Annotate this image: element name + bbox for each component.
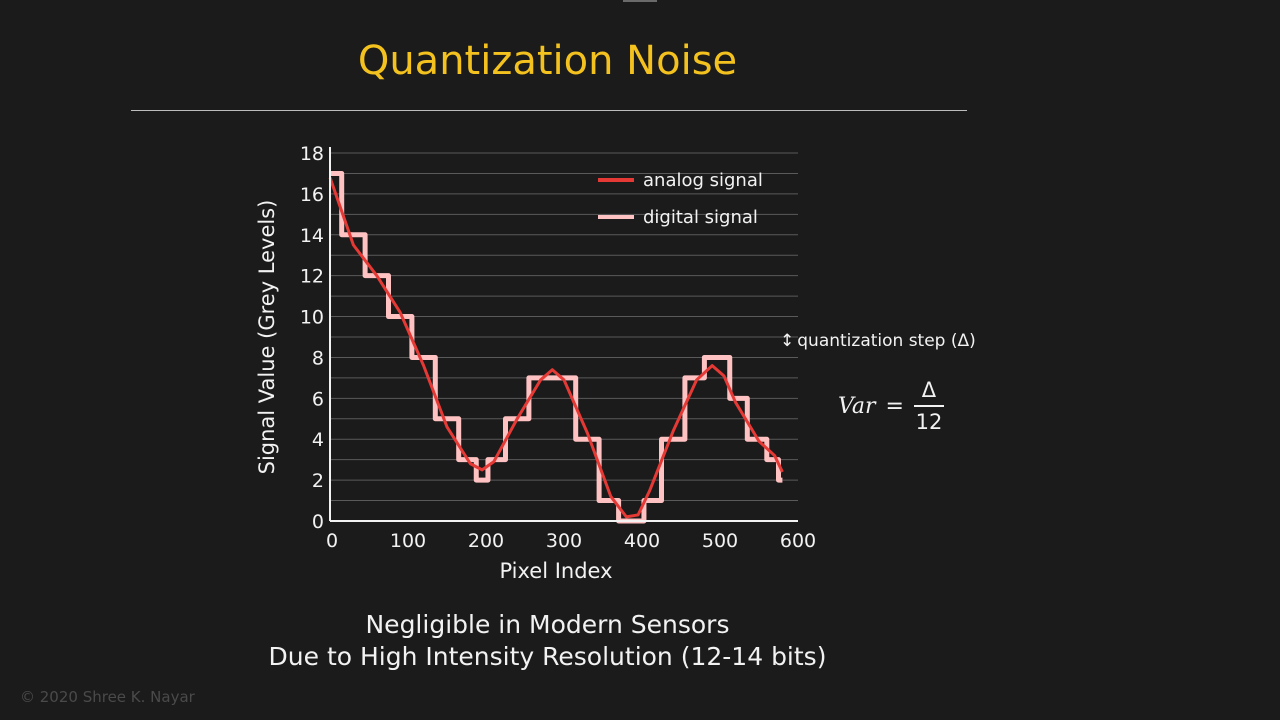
grid-lines xyxy=(330,152,798,502)
double-arrow-icon: ↕ xyxy=(780,331,795,351)
formula-var: Var xyxy=(838,393,876,419)
copyright-notice: © 2020 Shree K. Nayar xyxy=(20,688,195,706)
slide-title: Quantization Noise xyxy=(357,38,738,84)
quantization-step-label: quantization step (Δ) xyxy=(797,331,976,351)
x-tick-label: 100 xyxy=(390,530,426,552)
x-axis-label: Pixel Index xyxy=(499,559,612,583)
x-tick-label: 600 xyxy=(780,530,816,552)
title-divider xyxy=(131,110,967,111)
variance-formula: Var = Δ 12 xyxy=(838,378,944,434)
x-tick-label: 0 xyxy=(326,530,338,552)
x-tick-label: 300 xyxy=(546,530,582,552)
legend: analog signal digital signal xyxy=(598,170,763,228)
formula-numerator: Δ xyxy=(921,378,937,402)
legend-analog-label: analog signal xyxy=(643,170,763,191)
top-edge-marker xyxy=(623,0,657,2)
caption-line-1: Negligible in Modern Sensors xyxy=(365,610,730,639)
x-tick-label: 500 xyxy=(702,530,738,552)
y-tick-label: 10 xyxy=(300,307,324,329)
caption-line-2: Due to High Intensity Resolution (12-14 … xyxy=(268,642,827,671)
x-tick-label: 400 xyxy=(624,530,660,552)
y-tick-label: 18 xyxy=(300,143,324,165)
y-tick-label: 8 xyxy=(312,347,324,369)
y-tick-label: 16 xyxy=(300,184,324,206)
signal-chart: 0 2 4 6 8 10 12 14 16 18 0 100 200 300 400 500 600 Pixe… xyxy=(255,143,816,583)
y-tick-label: 14 xyxy=(300,225,324,247)
formula-equals: = xyxy=(885,393,904,419)
analog-signal-line xyxy=(328,177,784,519)
x-tick-label: 200 xyxy=(468,530,504,552)
y-axis-label: Signal Value (Grey Levels) xyxy=(255,200,279,475)
formula-denominator: 12 xyxy=(915,410,943,434)
y-tick-labels: 0 2 4 6 8 10 12 14 16 18 xyxy=(300,143,324,533)
y-tick-label: 6 xyxy=(312,388,324,410)
formula-fraction: Δ 12 xyxy=(913,378,944,434)
quantization-step-note: ↕ quantization step (Δ) xyxy=(780,331,976,351)
y-tick-label: 0 xyxy=(312,511,324,533)
x-tick-labels: 0 100 200 300 400 500 600 xyxy=(326,530,816,552)
y-tick-label: 2 xyxy=(312,470,324,492)
y-tick-label: 4 xyxy=(312,429,324,451)
fraction-bar xyxy=(913,405,944,407)
y-tick-label: 12 xyxy=(300,266,324,288)
series-layer xyxy=(328,170,784,524)
legend-digital-label: digital signal xyxy=(643,207,758,228)
